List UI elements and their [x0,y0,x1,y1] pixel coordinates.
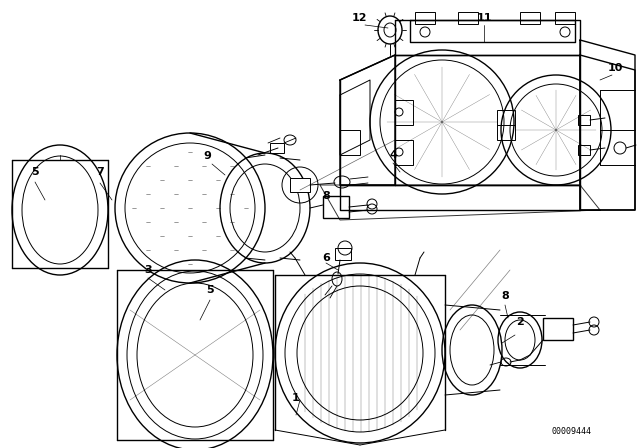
Bar [340,130,360,155]
Text: 5: 5 [31,167,39,177]
Bar [555,12,575,24]
Text: 7: 7 [96,167,104,177]
Bar [520,12,540,24]
Bar [395,140,413,165]
Bar [578,145,590,155]
Text: 3: 3 [144,265,152,275]
Text: 8: 8 [501,291,509,301]
Text: 2: 2 [516,317,524,327]
Text: 9: 9 [203,151,211,161]
Text: 1: 1 [292,393,300,403]
Text: 6: 6 [322,253,330,263]
Bar [578,115,590,125]
Bar [323,196,349,218]
Bar [395,100,413,125]
Bar [270,143,284,153]
Text: 4: 4 [389,150,397,160]
Bar [497,110,515,140]
Text: 11: 11 [476,13,492,23]
Bar [335,248,351,260]
Text: 10: 10 [607,63,623,73]
Bar [290,178,310,192]
Bar [458,12,478,24]
Text: 5: 5 [206,285,214,295]
Bar [415,12,435,24]
Bar [543,318,573,340]
Text: 12: 12 [351,13,367,23]
Text: 8: 8 [322,191,330,201]
Text: 00009444: 00009444 [552,427,592,436]
